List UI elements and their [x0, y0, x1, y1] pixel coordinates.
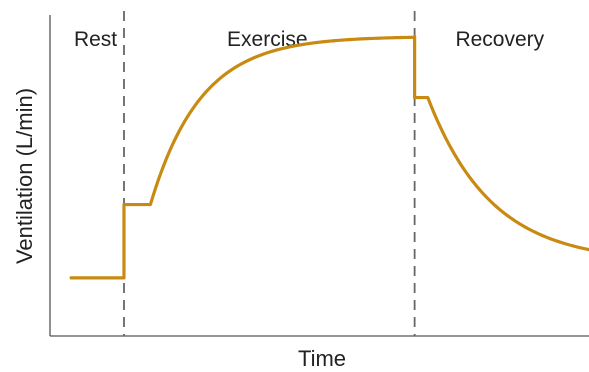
y-axis-label: Ventilation (L/min) [12, 88, 37, 264]
phase-label-recovery: Recovery [455, 28, 544, 51]
phase-label-exercise: Exercise [227, 28, 308, 51]
x-axis-label: Time [298, 346, 346, 371]
phase-label-rest: Rest [74, 28, 117, 51]
ventilation-line [69, 34, 589, 280]
